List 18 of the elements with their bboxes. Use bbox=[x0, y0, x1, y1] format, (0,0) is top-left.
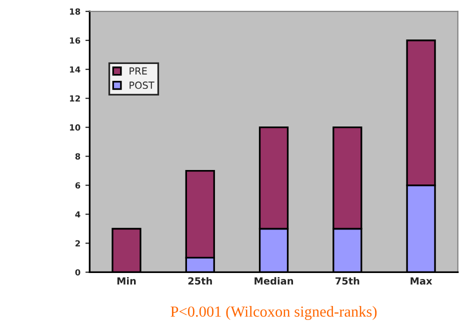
y-tick-label: 18 bbox=[70, 8, 80, 15]
y-tick-label: 12 bbox=[70, 95, 80, 102]
y-tick-label: 4 bbox=[75, 211, 80, 218]
legend-label: POST bbox=[130, 82, 154, 89]
y-tick-label: 6 bbox=[75, 182, 80, 189]
y-tick-label: 10 bbox=[70, 124, 80, 131]
x-tick-label: Max bbox=[410, 277, 432, 285]
x-tick-label: 25th bbox=[188, 277, 212, 285]
x-tick-label: 75th bbox=[335, 277, 360, 285]
y-tick-label: 8 bbox=[75, 153, 80, 160]
legend-label: PRE bbox=[130, 67, 147, 74]
y-tick-label: 2 bbox=[76, 240, 80, 246]
y-tick-label: 14 bbox=[70, 66, 80, 73]
text: P<0.001 (Wilcoxon signed-ranks) bbox=[170, 306, 377, 320]
y-tick-label: 0 bbox=[75, 269, 80, 276]
y-tick-label: 16 bbox=[70, 37, 80, 44]
x-tick-label: Median bbox=[254, 277, 294, 285]
x-tick-label: Min bbox=[117, 277, 136, 284]
